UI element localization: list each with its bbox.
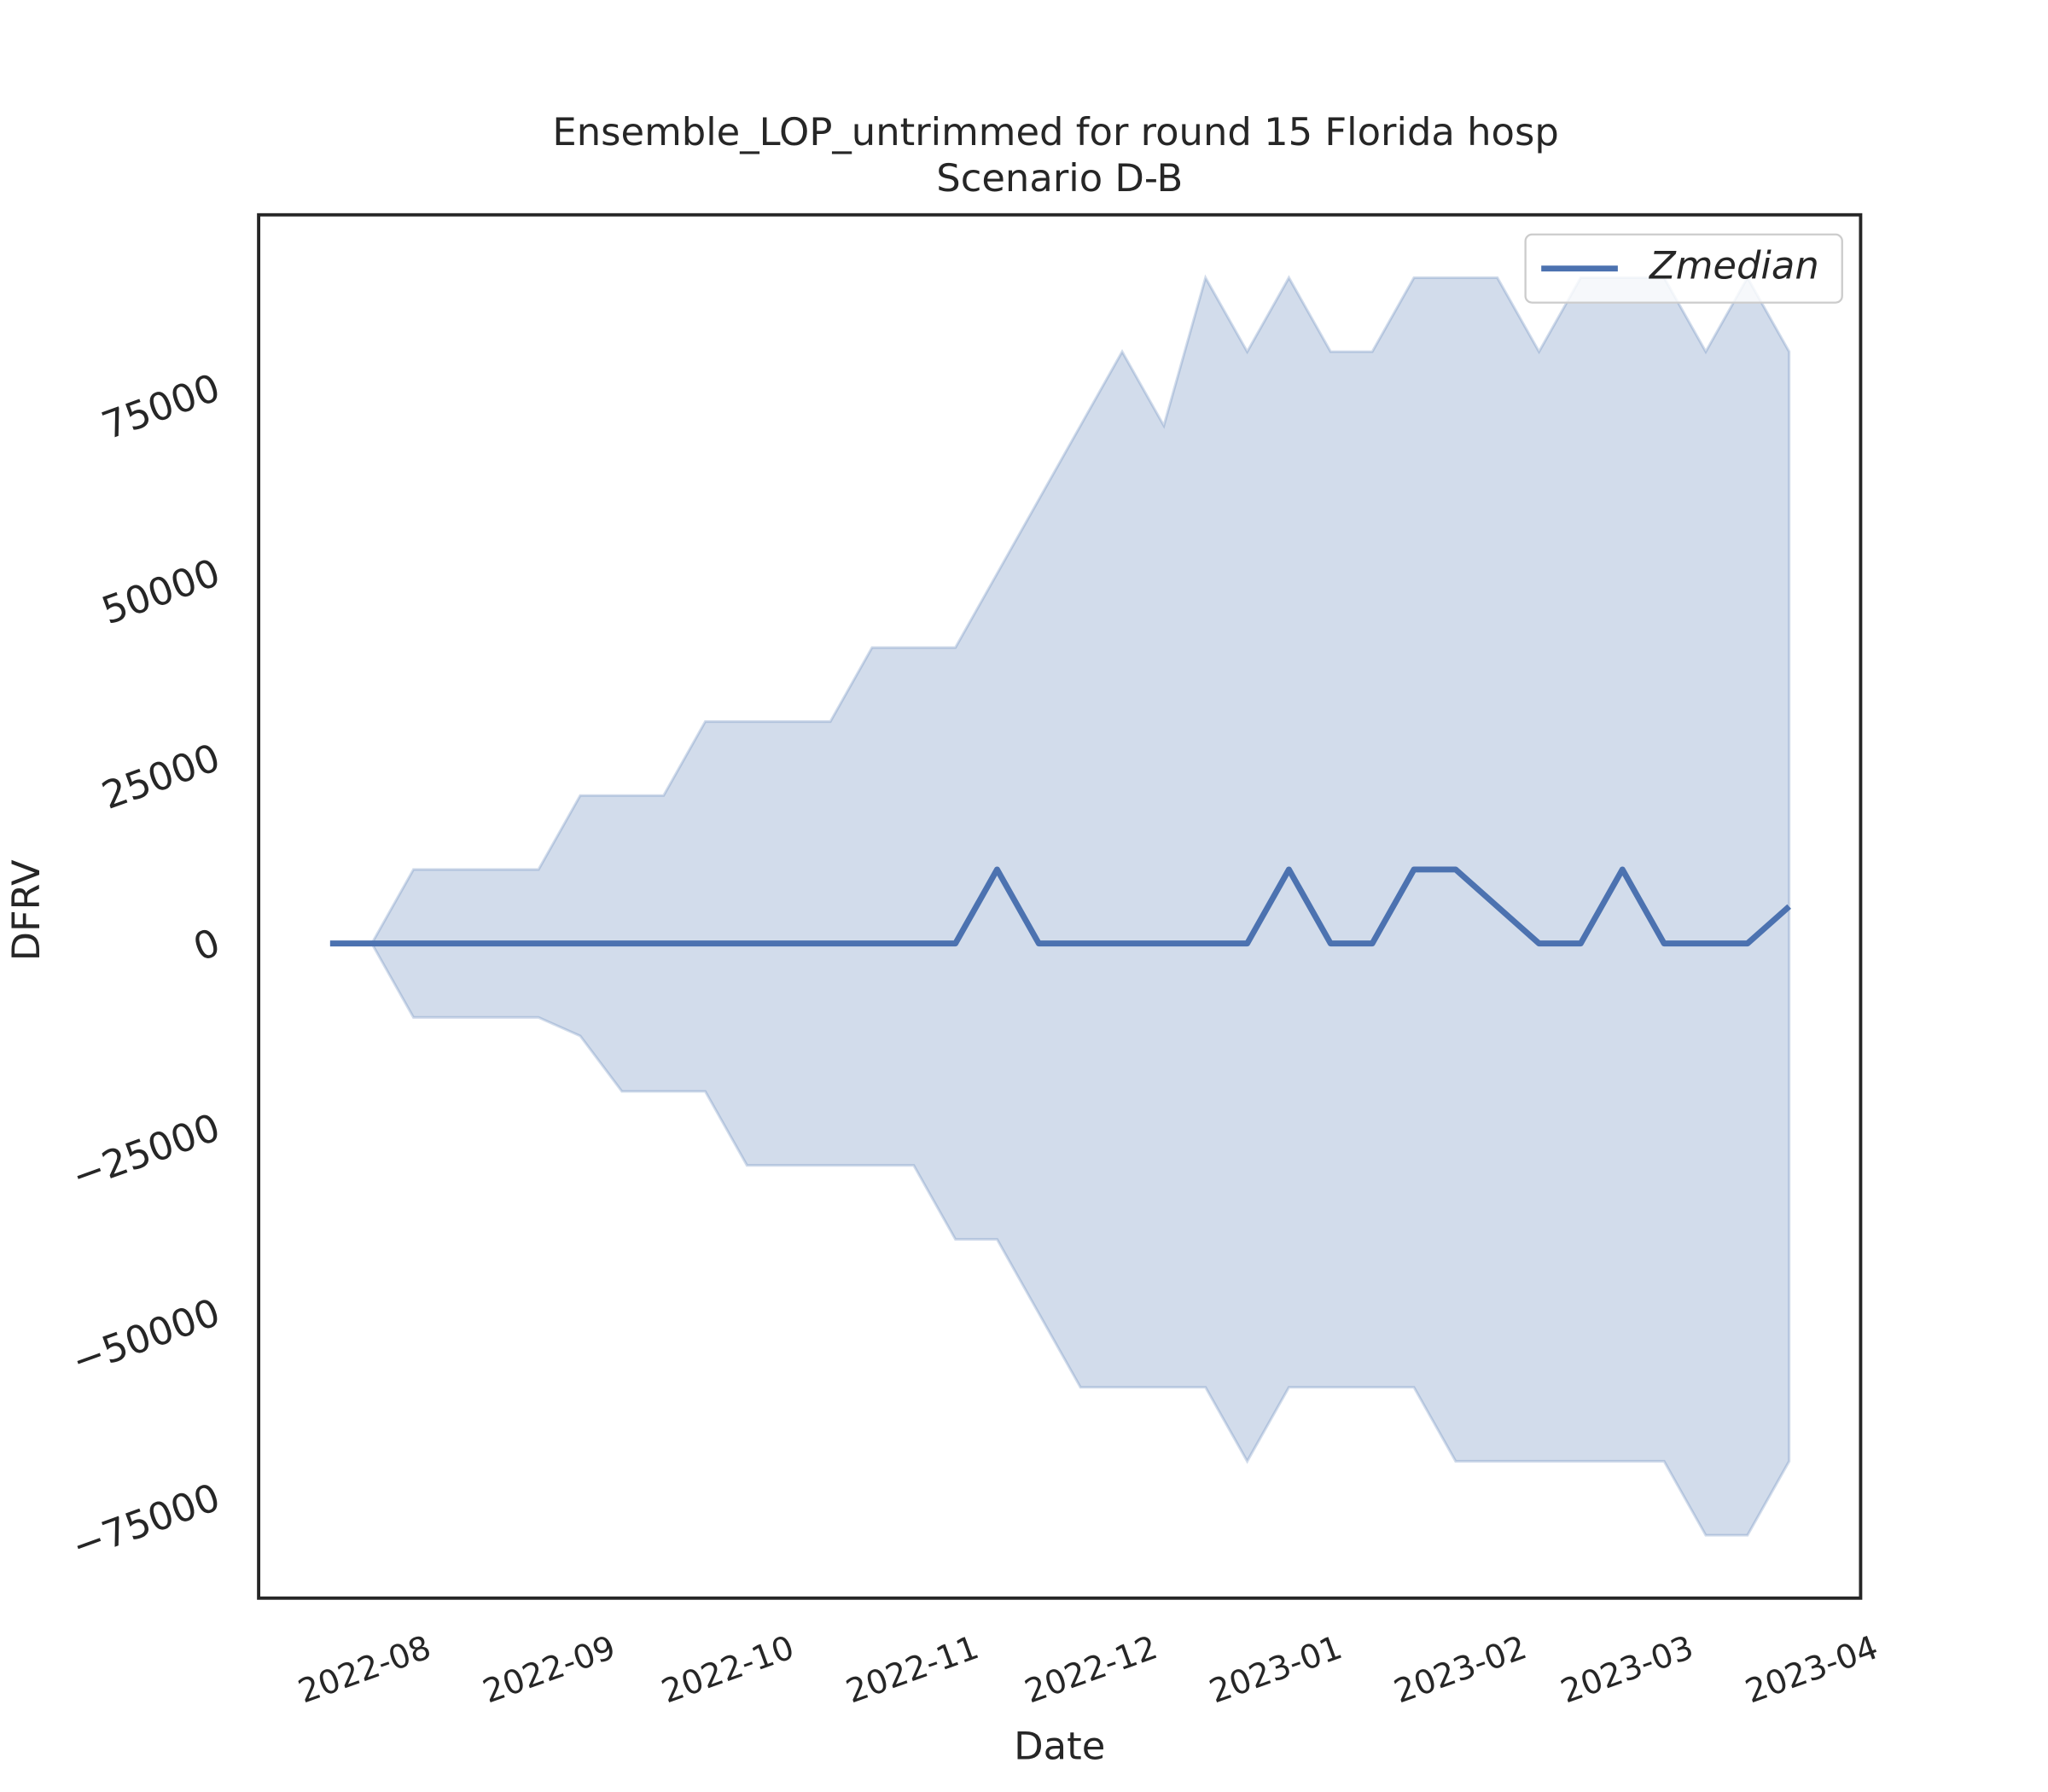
y-tick-label: −75000: [66, 1475, 225, 1569]
x-tick-label: 2023-01: [1204, 1628, 1347, 1711]
median-line: [329, 866, 1791, 947]
y-tick-label: −50000: [66, 1290, 225, 1384]
x-tick-label: 2022-09: [478, 1628, 620, 1711]
x-tick-label: 2023-03: [1556, 1628, 1698, 1711]
x-tick-label: 2022-10: [656, 1628, 799, 1711]
y-tick-label: 50000: [96, 550, 226, 633]
legend: Zmedian: [1524, 233, 1843, 304]
x-tick-label: 2023-02: [1389, 1628, 1532, 1711]
y-tick-label: 25000: [96, 736, 226, 818]
confidence-band: [329, 274, 1791, 1537]
y-tick-label: 75000: [96, 365, 226, 448]
y-axis-label: DFRV: [4, 859, 49, 961]
chart-title: Ensemble_LOP_untrimmed for round 15 Flor…: [552, 110, 1558, 154]
legend-box: [1524, 233, 1843, 304]
x-axis-label: Date: [1014, 1724, 1105, 1768]
y-tick-label: −25000: [66, 1105, 225, 1199]
y-tick-label: 0: [188, 920, 226, 969]
plot-frame: [257, 212, 1863, 1600]
legend-label: Zmedian: [1649, 244, 1819, 288]
x-tick-label: 2022-12: [1020, 1628, 1162, 1711]
x-tick-label: 2022-08: [294, 1628, 436, 1711]
x-tick-label: 2022-11: [841, 1628, 984, 1711]
x-tick-label: 2023-04: [1741, 1628, 1883, 1711]
chart-subtitle: Scenario D-B: [936, 156, 1183, 201]
